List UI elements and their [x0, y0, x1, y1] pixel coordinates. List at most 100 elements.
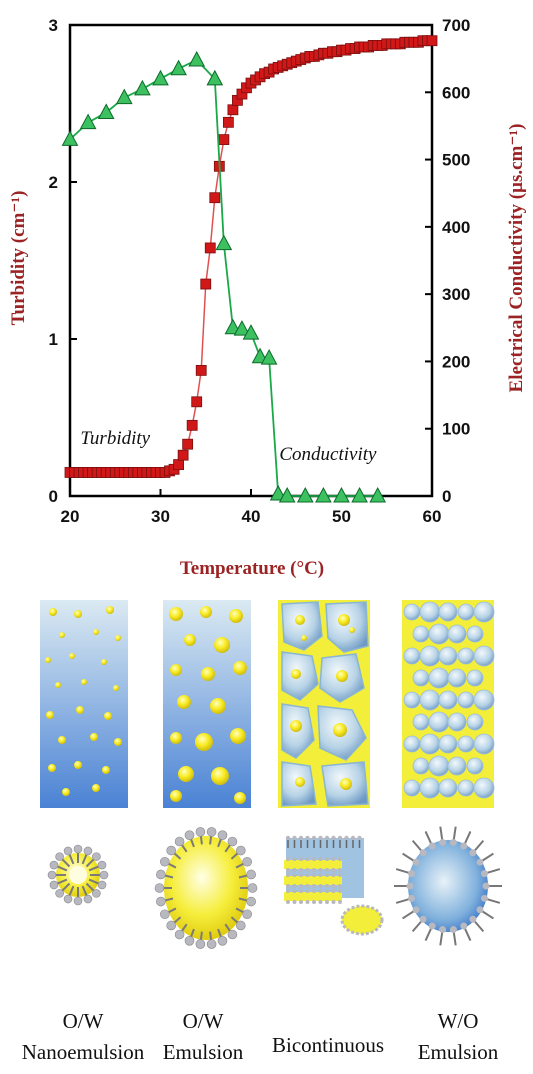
caption-line: O/W — [182, 1009, 224, 1033]
surfactant-tail — [85, 882, 95, 892]
x-tick-label: 40 — [242, 507, 261, 526]
nanoemulsion-droplet-icon — [47, 844, 109, 906]
droplet — [211, 767, 229, 785]
surfactant-head — [480, 870, 488, 878]
panel-background — [40, 600, 128, 808]
x-axis-ticks: 20 30 40 50 60 — [61, 489, 442, 526]
series-conductivity — [61, 50, 387, 503]
caption-line: O/W — [62, 1009, 104, 1033]
surfactant-head — [174, 836, 185, 847]
surfactant-head — [73, 896, 83, 906]
caption-line: W/O — [437, 1009, 479, 1033]
surfactant-tail — [224, 844, 231, 853]
conductivity-point — [206, 69, 224, 86]
droplet — [234, 792, 246, 804]
turbidity-point — [173, 459, 185, 471]
surfactant-tail — [424, 927, 433, 941]
surfactant-head — [246, 896, 256, 907]
water-droplet — [412, 757, 430, 775]
droplet — [349, 627, 355, 633]
surfactant-head — [408, 894, 416, 902]
droplet — [295, 777, 305, 787]
water-droplet — [438, 646, 458, 666]
surfactant-head — [406, 882, 414, 890]
surfactant-head — [292, 900, 297, 904]
bilayer-structure-icon — [284, 835, 384, 936]
droplet — [295, 615, 305, 625]
water-droplet — [428, 755, 450, 777]
droplet — [55, 682, 61, 688]
water-droplet — [419, 733, 441, 755]
annotation-turbidity: Turbidity — [80, 428, 150, 449]
water-droplet — [419, 777, 441, 799]
surfactant-head — [195, 827, 206, 837]
water-droplet — [412, 669, 430, 687]
surfactant-tail — [209, 836, 213, 845]
surfactant-tail — [85, 858, 95, 868]
turbidity-point — [177, 449, 189, 461]
y-tick-label: 2 — [49, 173, 58, 192]
y2-tick-label: 700 — [442, 16, 470, 35]
water-droplet — [447, 712, 467, 732]
water-core — [408, 840, 488, 932]
surfactant-head — [83, 894, 93, 904]
surfactant-head — [312, 857, 316, 861]
y2-tick-label: 300 — [442, 285, 470, 304]
surfactant-head — [242, 856, 252, 867]
surfactant-head — [73, 844, 83, 854]
surfactant-head — [331, 889, 336, 893]
surfactant-head — [217, 936, 228, 946]
turbidity-point — [426, 35, 438, 47]
surfactant-head — [331, 868, 336, 872]
surfactant-head — [217, 830, 228, 840]
annotation-conductivity: Conductivity — [279, 444, 377, 465]
surfactant-tail — [57, 878, 68, 885]
surfactant-tail — [61, 882, 71, 892]
surfactant-tail — [424, 831, 433, 845]
surfactant-head — [305, 900, 310, 904]
surfactant-head — [439, 838, 447, 846]
droplet — [45, 657, 51, 663]
surfactant-tail — [463, 831, 472, 845]
surfactant-head — [242, 909, 252, 920]
caption-line: Nanoemulsion — [21, 1040, 145, 1064]
conductivity-point — [152, 69, 169, 86]
y-tick-label: 1 — [49, 330, 58, 349]
surfactant-head — [305, 889, 310, 893]
droplet — [340, 778, 352, 790]
surfactant-head — [325, 900, 329, 904]
surfactant-tail — [481, 910, 494, 920]
droplet — [49, 608, 57, 616]
droplet — [301, 635, 307, 641]
water-droplet — [403, 779, 421, 797]
oil-vesicle — [340, 904, 384, 936]
surfactant-head — [312, 900, 316, 904]
surfactant-head — [227, 836, 238, 847]
core-center — [69, 866, 87, 884]
droplet — [92, 784, 100, 792]
water-droplet — [438, 690, 458, 710]
surfactant-head — [412, 858, 420, 866]
surfactant-tail — [168, 907, 177, 914]
surfactant-head — [331, 884, 336, 888]
surfactant-tail — [81, 885, 88, 896]
surfactant-head — [325, 873, 329, 877]
droplet — [93, 629, 99, 635]
caption-ow-nanoemulsion: O/W Nanoemulsion — [18, 1006, 148, 1068]
surfactant-head — [412, 906, 420, 914]
surfactant-head — [318, 889, 323, 893]
surfactant-head — [184, 936, 195, 946]
surfactant-head — [55, 852, 64, 861]
droplet — [201, 667, 215, 681]
droplet — [338, 614, 350, 626]
y2-tick-label: 0 — [442, 487, 451, 506]
surfactant-head — [160, 856, 170, 867]
conductivity-point — [269, 484, 287, 501]
droplet — [170, 732, 182, 744]
surfactant-tail — [486, 898, 501, 904]
droplet — [59, 632, 65, 638]
x-tick-label: 60 — [423, 507, 442, 526]
oil-core — [164, 836, 248, 940]
droplet — [333, 723, 347, 737]
surfactant-head — [166, 845, 176, 856]
